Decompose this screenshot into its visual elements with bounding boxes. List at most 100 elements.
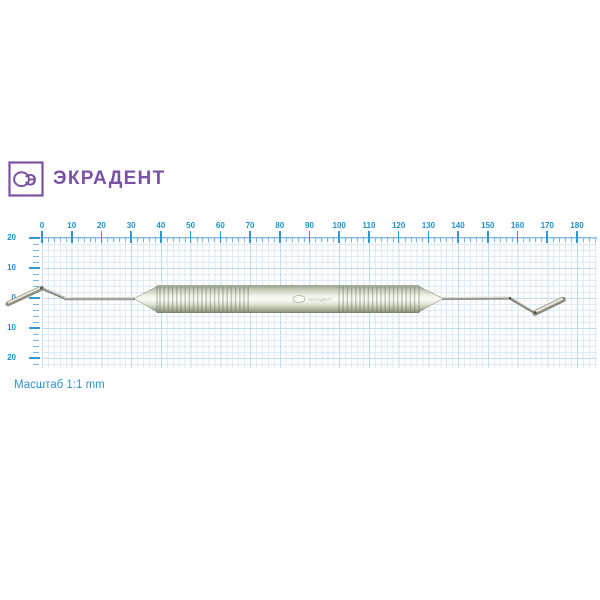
ruler-minor-tick (178, 237, 180, 242)
ruler-major-tick (576, 230, 578, 243)
ruler-minor-tick (440, 237, 442, 242)
ruler-major-tick (41, 230, 43, 243)
ruler-minor-tick (351, 237, 353, 242)
logo-icon-glyph: Э (25, 170, 37, 189)
ruler-minor-tick (386, 237, 388, 242)
ruler-minor-tick (392, 237, 394, 242)
ruler-minor-tick (125, 237, 127, 242)
ruler-minor-tick (422, 237, 424, 242)
scale-note: Масштаб 1:1 mm (14, 379, 105, 391)
ruler-minor-tick (166, 237, 168, 242)
brand-logo: Э ЭКРАДЕНТ (8, 161, 165, 197)
vruler-major-tick (29, 297, 40, 299)
ruler-minor-tick (327, 237, 329, 242)
ruler-minor-tick (434, 237, 436, 242)
left-shank (40, 286, 67, 300)
ruler-label: 120 (391, 220, 406, 230)
ruler-label: 140 (451, 220, 465, 230)
handle-left-cone (133, 285, 159, 313)
right-shank (509, 297, 536, 315)
ruler-minor-tick (261, 237, 263, 242)
right-blade-highlight (534, 297, 564, 313)
ruler-major-tick (427, 230, 430, 243)
ruler-minor-tick (291, 237, 293, 242)
ruler-major-tick (219, 230, 222, 243)
engraved-logo-icon (292, 294, 306, 303)
ruler-minor-tick (107, 237, 109, 242)
ruler-minor-tick (416, 237, 418, 242)
right-blade-end (508, 296, 566, 316)
ruler-minor-tick (53, 237, 55, 242)
ruler-minor-tick (446, 237, 448, 242)
ruler-minor-tick (273, 237, 275, 242)
ruler-minor-tick (410, 237, 412, 242)
ruler-major-tick (130, 230, 132, 243)
ruler-label: 40 (156, 220, 166, 230)
ruler-minor-tick (148, 237, 150, 242)
ruler-minor-tick (452, 237, 454, 242)
ruler-minor-tick (285, 237, 287, 242)
left-blade-highlight (7, 286, 42, 304)
ruler-minor-tick (469, 237, 471, 242)
vruler-major-tick (29, 327, 40, 329)
vruler-minor-tick (33, 250, 39, 251)
right-shaft (441, 296, 511, 301)
ruler-minor-tick (95, 237, 97, 242)
ecradent-eye-logo-icon: Э (8, 161, 44, 197)
ruler-label: 30 (126, 220, 136, 230)
vruler-major-tick (29, 267, 40, 269)
ruler-major-tick (70, 230, 73, 243)
ruler-minor-tick (77, 237, 79, 242)
ruler-minor-tick (588, 237, 590, 242)
ruler-minor-tick (208, 237, 210, 242)
ruler-minor-tick (380, 237, 382, 242)
vruler-label: 10 (7, 263, 16, 272)
ruler-minor-tick (65, 237, 67, 242)
handle-knurling (159, 286, 416, 312)
ruler-minor-tick (333, 237, 335, 242)
ruler-minor-tick (143, 237, 145, 242)
ruler-minor-tick (315, 237, 317, 242)
ruler-minor-tick (83, 237, 85, 242)
vruler-minor-tick (33, 316, 39, 317)
ruler-minor-tick (493, 237, 495, 242)
ruler-minor-tick (523, 237, 525, 242)
vruler-minor-tick (33, 304, 39, 305)
vruler-minor-tick (33, 262, 39, 263)
engraved-brand-text: ЭКРАДЕНТ (308, 297, 333, 302)
vruler-minor-tick (33, 364, 39, 365)
left-bend-joint (40, 286, 43, 290)
left-blade-end (5, 285, 67, 307)
right-bend-joint-lower (533, 311, 537, 314)
ruler-label: 20 (96, 220, 106, 230)
ruler-minor-tick (226, 237, 228, 242)
vruler-label: 0 (11, 293, 16, 302)
vruler-minor-tick (33, 286, 39, 287)
ruler-label: 170 (540, 220, 554, 230)
ruler-minor-tick (47, 237, 49, 242)
ruler-minor-tick (172, 237, 174, 242)
ruler-minor-tick (244, 237, 246, 242)
right-bend-joint-upper (508, 297, 512, 300)
ruler-minor-tick (475, 237, 477, 242)
ruler-minor-tick (374, 237, 376, 242)
vruler-major-tick (29, 357, 40, 359)
ruler-minor-tick (511, 237, 513, 242)
handle-engraving: ЭКРАДЕНТ (292, 294, 333, 303)
right-shank-highlight (510, 297, 535, 313)
ruler-minor-tick (321, 237, 323, 242)
ruler-minor-tick (357, 237, 359, 242)
ruler-label: 110 (362, 220, 376, 230)
ruler-minor-tick (594, 237, 596, 242)
vruler-minor-tick (33, 352, 39, 353)
brand-name: ЭКРАДЕНТ (53, 168, 166, 189)
ruler-minor-tick (481, 237, 483, 242)
ruler-major-tick (249, 230, 251, 243)
ruler-minor-tick (232, 237, 234, 242)
left-shank-highlight (40, 286, 66, 299)
ruler-minor-tick (565, 237, 567, 242)
vruler-minor-tick (33, 310, 39, 311)
ruler-minor-tick (154, 237, 156, 242)
ruler-minor-tick (559, 237, 561, 242)
